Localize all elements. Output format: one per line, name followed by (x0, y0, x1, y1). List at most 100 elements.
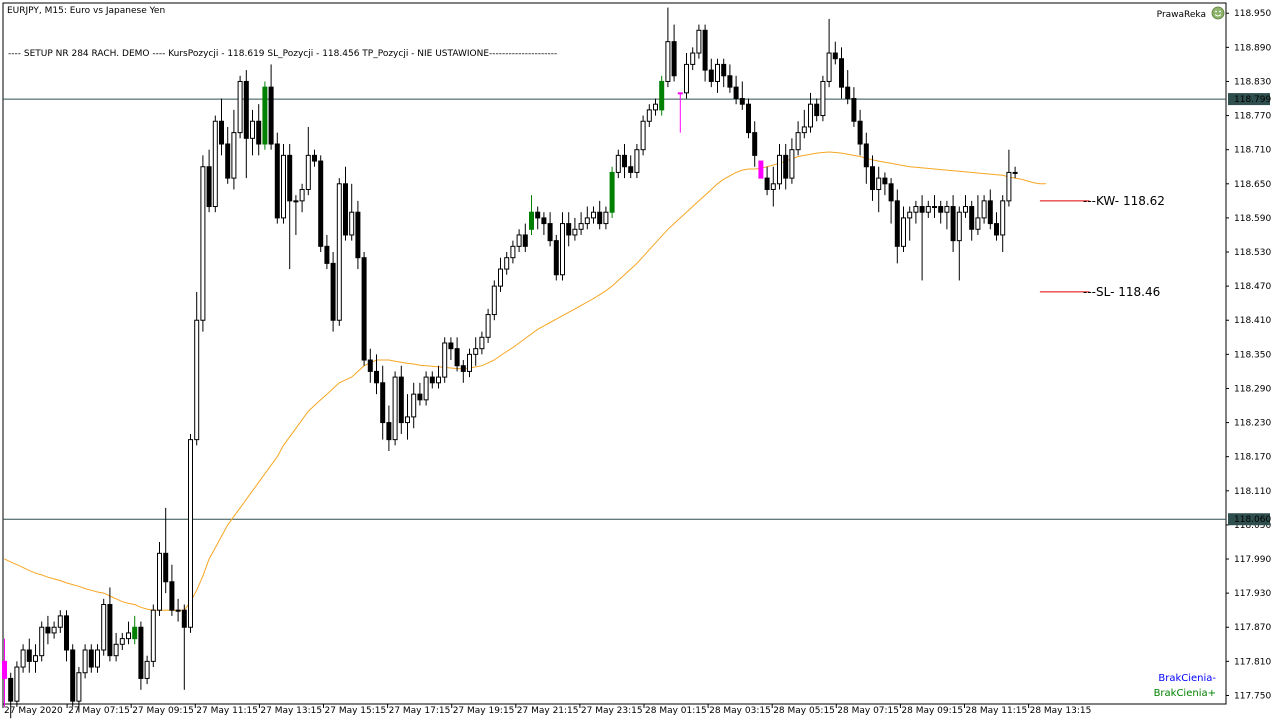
candle (268, 64, 274, 150)
price-tick-label: 118.830 (1234, 77, 1271, 87)
candle-body (88, 649, 94, 668)
plot-area[interactable] (2, 2, 1227, 705)
candle (336, 178, 342, 326)
candle (95, 644, 100, 673)
candle (392, 371, 398, 446)
time-tick-label: 27 May 2020 (4, 706, 63, 716)
candle-body (634, 149, 640, 173)
candle-body (442, 342, 448, 378)
candle-body (14, 666, 20, 702)
candle (690, 47, 696, 71)
candle (20, 644, 26, 673)
candle-body (454, 348, 460, 367)
candle (876, 166, 882, 213)
candle (634, 143, 640, 179)
candle-body (516, 234, 522, 247)
candle (640, 115, 646, 156)
candle-body (566, 223, 572, 236)
candle-body (150, 609, 156, 662)
candle (671, 24, 677, 82)
price-tick-label: 118.350 (1234, 350, 1271, 360)
candle (256, 104, 262, 156)
candle (51, 621, 57, 639)
candle-body (250, 120, 255, 139)
candle (467, 348, 472, 378)
candles (2, 7, 1018, 719)
candle-body (206, 166, 212, 208)
hline-price-tag (1228, 93, 1270, 106)
candle-body (597, 211, 603, 225)
candle (262, 81, 268, 150)
candle (708, 58, 714, 88)
candle-body (299, 188, 305, 202)
candle-body (696, 29, 702, 54)
candle (510, 240, 516, 264)
candle (324, 234, 330, 270)
candle (436, 365, 441, 389)
horizontal-lines (3, 98, 1226, 520)
candle-body (95, 649, 100, 668)
candle (498, 257, 503, 292)
candle (343, 166, 348, 241)
candle (529, 195, 534, 235)
candle (560, 212, 565, 281)
candle (2, 638, 7, 707)
expert-name[interactable]: PrawaReka (1157, 10, 1206, 20)
candle-body (163, 552, 169, 583)
candle (212, 115, 218, 213)
price-tick-label: 117.810 (1234, 657, 1271, 667)
candle-body (498, 268, 503, 287)
candle (88, 644, 94, 673)
candle-body (882, 177, 888, 185)
candle (609, 166, 615, 218)
candle-body (460, 365, 466, 372)
candle-body (398, 376, 404, 424)
candle-body (814, 103, 820, 117)
candle (33, 644, 38, 673)
candle-body (144, 660, 150, 679)
candle (770, 166, 776, 207)
price-tick-label: 118.170 (1234, 453, 1271, 463)
candle-body (26, 649, 32, 662)
legend-brak-plus: BrakCienia+ (1154, 688, 1216, 699)
candle-body (132, 626, 138, 640)
time-tick-label: 28 May 03:15 (709, 706, 771, 716)
candle-body (770, 183, 776, 190)
candle-body (318, 160, 324, 247)
candle (423, 371, 429, 406)
candle-body (57, 615, 63, 628)
candle-body (665, 41, 671, 82)
candle (231, 109, 237, 190)
candle-body (138, 626, 144, 679)
candle (398, 365, 404, 434)
candle (14, 661, 20, 707)
candle-body (981, 200, 987, 219)
candle (987, 189, 993, 230)
candle-body (839, 58, 844, 88)
candle (932, 195, 937, 218)
candle-body (237, 80, 243, 134)
candle-body (355, 211, 361, 259)
candle (250, 109, 255, 156)
candle (702, 24, 708, 82)
price-axis: 118.950 118.890 118.830 118.770 118.710 118.6… (1226, 9, 1271, 701)
candle-body (690, 52, 696, 65)
candle (615, 149, 621, 179)
time-tick-label: 28 May 05:15 (773, 706, 835, 716)
candle (944, 200, 950, 230)
candle (305, 126, 311, 196)
candle-body (628, 166, 634, 173)
candle-body (609, 171, 615, 213)
candle-body (51, 626, 57, 634)
time-tick-label: 27 May 13:15 (260, 706, 322, 716)
candle (938, 200, 944, 224)
candle-body (219, 120, 224, 145)
candle-body (901, 217, 906, 247)
price-tick-label: 118.770 (1234, 112, 1271, 122)
candle-body (919, 206, 925, 213)
candle (330, 252, 336, 332)
candle (150, 604, 156, 668)
candle-body (702, 29, 708, 71)
candle (721, 58, 727, 88)
